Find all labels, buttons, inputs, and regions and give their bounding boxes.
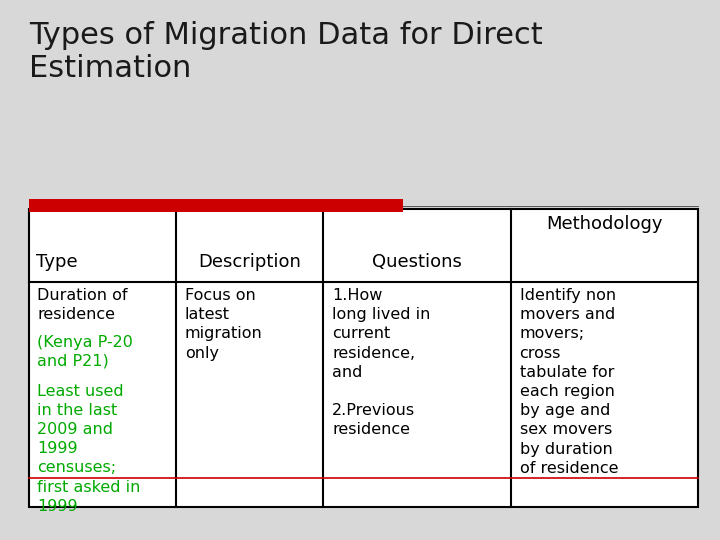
Text: Methodology: Methodology (546, 214, 663, 233)
Text: Description: Description (198, 253, 301, 272)
Text: Least used
in the last
2009 and
1999
censuses;
first asked in
1999: Least used in the last 2009 and 1999 cen… (37, 384, 141, 514)
Bar (29, 210, 698, 507)
Text: Questions: Questions (372, 253, 462, 272)
Text: Focus on
latest
migration
only: Focus on latest migration only (185, 288, 263, 361)
Text: Type: Type (36, 253, 78, 272)
Text: Types of Migration Data for Direct
Estimation: Types of Migration Data for Direct Estim… (29, 21, 543, 83)
Text: Identify non
movers and
movers;
cross
tabulate for
each region
by age and
sex mo: Identify non movers and movers; cross ta… (520, 288, 618, 476)
Text: Duration of
residence: Duration of residence (37, 288, 128, 322)
Text: (Kenya P-20
and P21): (Kenya P-20 and P21) (37, 335, 133, 369)
Bar (29, 199, 403, 212)
Text: 1.How
long lived in
current
residence,
and

2.Previous
residence: 1.How long lived in current residence, a… (332, 288, 431, 437)
